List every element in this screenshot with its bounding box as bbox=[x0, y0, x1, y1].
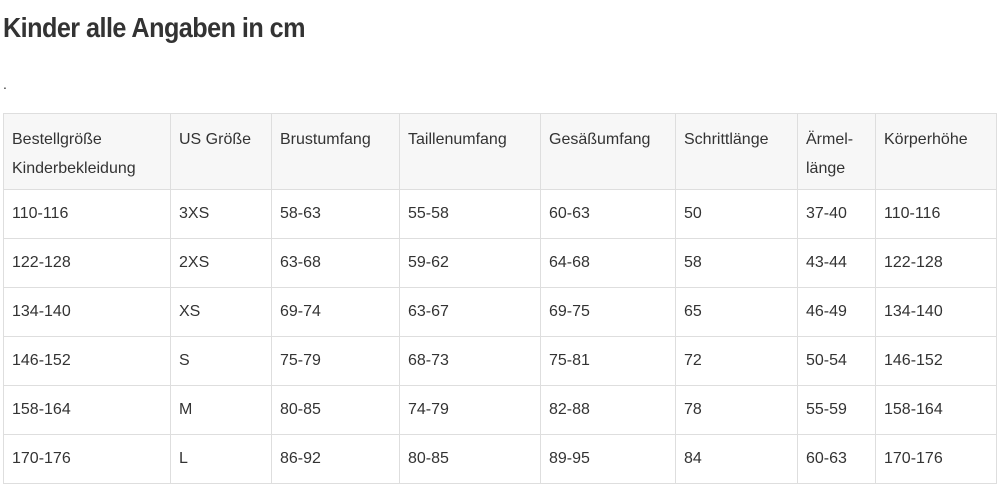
header-text: Brustumfang bbox=[280, 131, 371, 148]
table-cell: 146-152 bbox=[3, 336, 171, 386]
table-row: 122-128 2XS 63-68 59-62 64-68 58 43-44 122-128 bbox=[3, 238, 997, 288]
table-cell: 122-128 bbox=[3, 238, 171, 288]
table-cell: 50-54 bbox=[797, 336, 876, 386]
header-text: Gesäßumfang bbox=[549, 131, 651, 148]
header-cell: Bestellgröße Kinderbekleidung bbox=[3, 113, 171, 190]
table-row: 146-152 S 75-79 68-73 75-81 72 50-54 146-152 bbox=[3, 336, 997, 386]
page-title: Kinder alle Angaben in cm bbox=[3, 12, 306, 43]
header-cell: Körperhöhe bbox=[875, 113, 997, 190]
table-cell: 78 bbox=[675, 385, 798, 435]
table-cell: 55-58 bbox=[399, 189, 541, 239]
table-cell: 37-40 bbox=[797, 189, 876, 239]
table-row: 170-176 L 86-92 80-85 89-95 84 60-63 170-176 bbox=[3, 434, 997, 484]
table-cell: 63-68 bbox=[271, 238, 400, 288]
table-cell: 64-68 bbox=[540, 238, 676, 288]
table-row: 134-140 XS 69-74 63-67 69-75 65 46-49 134-140 bbox=[3, 287, 997, 337]
table-cell: 86-92 bbox=[271, 434, 400, 484]
header-text: US Größe bbox=[179, 131, 252, 148]
table-cell: 65 bbox=[675, 287, 798, 337]
table-cell: 60-63 bbox=[540, 189, 676, 239]
table-cell: 80-85 bbox=[271, 385, 400, 435]
table-cell: 2XS bbox=[170, 238, 272, 288]
table-cell: 68-73 bbox=[399, 336, 541, 386]
table-cell: 89-95 bbox=[540, 434, 676, 484]
table-cell: 63-67 bbox=[399, 287, 541, 337]
table-cell: 80-85 bbox=[399, 434, 541, 484]
table-cell: 55-59 bbox=[797, 385, 876, 435]
table-cell: 158-164 bbox=[875, 385, 997, 435]
header-text: Bestellgröße bbox=[12, 131, 102, 148]
table-cell: 69-74 bbox=[271, 287, 400, 337]
table-body: 110-116 3XS 58-63 55-58 60-63 50 37-40 110-116 1… bbox=[3, 189, 997, 484]
header-text: Kinderbekleidung bbox=[12, 160, 136, 177]
table-row: 110-116 3XS 58-63 55-58 60-63 50 37-40 110-116 bbox=[3, 189, 997, 239]
table-cell: 158-164 bbox=[3, 385, 171, 435]
header-cell: Ärmel-länge bbox=[797, 113, 876, 190]
table-cell: 146-152 bbox=[875, 336, 997, 386]
table-cell: 84 bbox=[675, 434, 798, 484]
table-cell: 59-62 bbox=[399, 238, 541, 288]
size-table: Bestellgröße Kinderbekleidung US Größe Brus… bbox=[3, 113, 997, 484]
table-cell: 72 bbox=[675, 336, 798, 386]
header-text: Ärmel- bbox=[806, 131, 854, 148]
table-cell: 110-116 bbox=[875, 189, 997, 239]
table-cell: 122-128 bbox=[875, 238, 997, 288]
table-cell: 46-49 bbox=[797, 287, 876, 337]
table-cell: 110-116 bbox=[3, 189, 171, 239]
table-cell: 134-140 bbox=[3, 287, 171, 337]
table-row: 158-164 M 80-85 74-79 82-88 78 55-59 158-164 bbox=[3, 385, 997, 435]
table-head: Bestellgröße Kinderbekleidung US Größe Brus… bbox=[3, 113, 997, 190]
table-cell: 58-63 bbox=[271, 189, 400, 239]
table-cell: 60-63 bbox=[797, 434, 876, 484]
header-row: Bestellgröße Kinderbekleidung US Größe Brus… bbox=[3, 113, 997, 190]
table-cell: 82-88 bbox=[540, 385, 676, 435]
header-text: länge bbox=[806, 160, 846, 177]
header-cell: Gesäßumfang bbox=[540, 113, 676, 190]
table-cell: XS bbox=[170, 287, 272, 337]
note: . bbox=[3, 76, 7, 92]
table-cell: 74-79 bbox=[399, 385, 541, 435]
table-cell: 58 bbox=[675, 238, 798, 288]
table-cell: 3XS bbox=[170, 189, 272, 239]
table-cell: 170-176 bbox=[875, 434, 997, 484]
header-cell: Schrittlänge bbox=[675, 113, 798, 190]
table-cell: S bbox=[170, 336, 272, 386]
table-cell: 50 bbox=[675, 189, 798, 239]
header-text: Taillenumfang bbox=[408, 131, 507, 148]
table-cell: 43-44 bbox=[797, 238, 876, 288]
header-cell: Taillenumfang bbox=[399, 113, 541, 190]
table-cell: 69-75 bbox=[540, 287, 676, 337]
table-cell: L bbox=[170, 434, 272, 484]
header-text: Schrittlänge bbox=[684, 131, 769, 148]
header-cell: Brustumfang bbox=[271, 113, 400, 190]
header-cell: US Größe bbox=[170, 113, 272, 190]
table-cell: M bbox=[170, 385, 272, 435]
header-text: Körperhöhe bbox=[884, 131, 968, 148]
table-cell: 170-176 bbox=[3, 434, 171, 484]
table-cell: 75-79 bbox=[271, 336, 400, 386]
table-cell: 134-140 bbox=[875, 287, 997, 337]
table-cell: 75-81 bbox=[540, 336, 676, 386]
